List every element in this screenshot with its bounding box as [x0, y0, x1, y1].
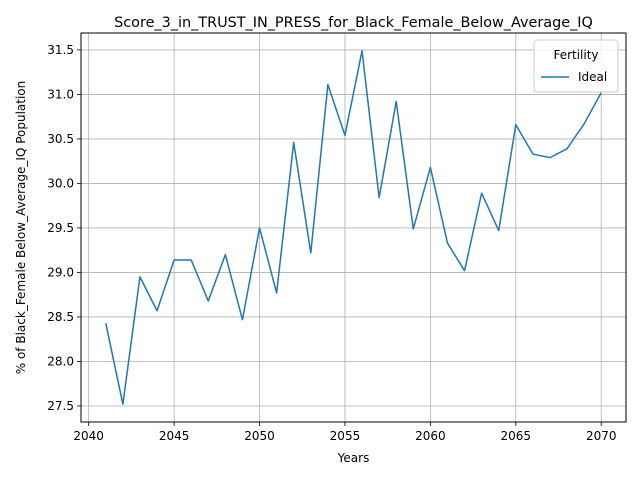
y-tick-label: 29.0 — [47, 265, 74, 279]
legend: Fertility Ideal — [533, 39, 619, 93]
legend-label-ideal: Ideal — [578, 70, 607, 84]
series-line-ideal — [105, 50, 602, 405]
y-tick-label: 30.0 — [47, 176, 74, 190]
plot-frame — [80, 32, 627, 423]
x-tick-label: 2055 — [330, 429, 361, 443]
y-tick-label: 28.5 — [47, 310, 74, 324]
y-tick-label: 31.5 — [47, 43, 74, 57]
y-tick-label: 27.5 — [47, 399, 74, 413]
x-tick-label: 2040 — [73, 429, 104, 443]
y-tick-label: 29.5 — [47, 221, 74, 235]
x-tick-label: 2065 — [501, 429, 532, 443]
y-axis-ticks: 27.5 28.0 28.5 29.0 29.5 30.0 30.5 31.0 31.5 — [47, 43, 81, 413]
y-tick-label: 31.0 — [47, 87, 74, 101]
x-axis-ticks: 2040 2045 2050 2055 2060 2065 2070 — [73, 422, 617, 443]
y-axis-label: % of Black_Female Below_Average_IQ Popul… — [14, 81, 28, 375]
grid-lines — [81, 33, 626, 422]
x-tick-label: 2045 — [159, 429, 190, 443]
x-tick-label: 2060 — [415, 429, 446, 443]
x-axis-label: Years — [337, 451, 370, 465]
chart-title: Score_3_in_TRUST_IN_PRESS_for_Black_Fema… — [114, 15, 593, 31]
y-tick-label: 28.0 — [47, 354, 74, 368]
series-layer — [105, 50, 602, 405]
x-tick-label: 2050 — [244, 429, 275, 443]
y-tick-label: 30.5 — [47, 132, 74, 146]
legend-box — [533, 39, 619, 93]
x-tick-label: 2070 — [586, 429, 617, 443]
legend-title: Fertility — [553, 48, 598, 62]
